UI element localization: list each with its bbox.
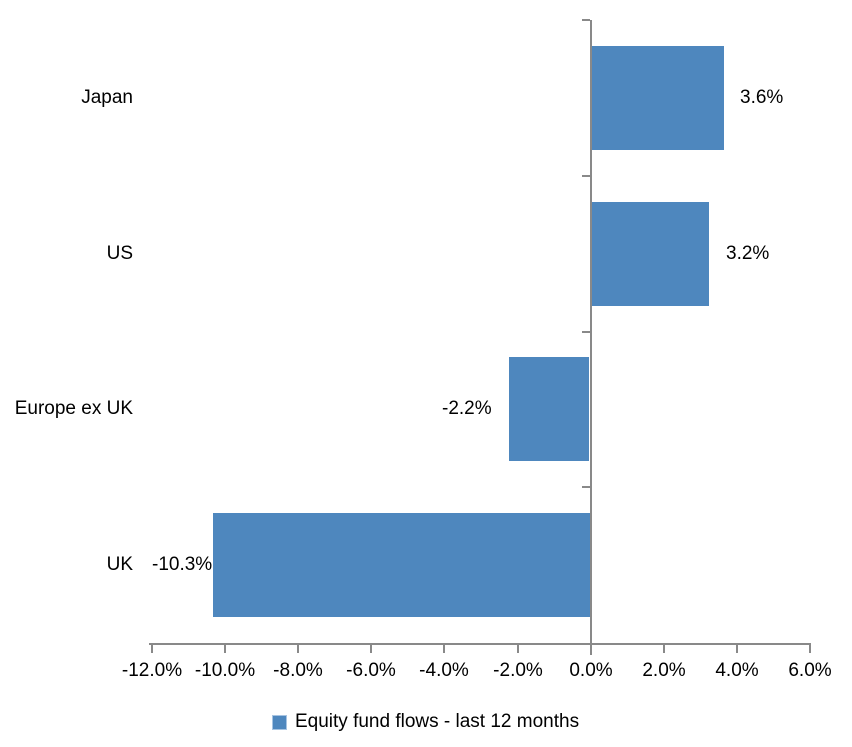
x-tick-label: 6.0% [788,660,832,681]
x-tick-label: -2.0% [493,660,543,681]
bar-value-label: 3.2% [726,243,770,264]
bar-value-label: -10.3% [152,554,213,575]
x-axis-tick [663,645,665,653]
bar-value-label: -2.2% [442,398,492,419]
x-tick-label: -4.0% [419,660,469,681]
category-label: UK [106,554,133,575]
legend-label: Equity fund flows - last 12 months [295,711,580,732]
x-tick-label: 2.0% [642,660,686,681]
x-axis-tick [443,645,445,653]
legend: Equity fund flows - last 12 months [273,711,579,733]
category-label: Japan [81,87,133,108]
x-tick-label: 4.0% [715,660,759,681]
x-tick-label: -12.0% [121,660,183,681]
x-axis-tick [590,645,592,653]
y-axis-tick [582,486,590,488]
x-axis-tick [809,645,811,653]
category-label: Europe ex UK [14,398,133,419]
x-axis-tick [370,645,372,653]
x-axis-tick [297,645,299,653]
x-axis-tick [517,645,519,653]
bar-value-label: 3.6% [740,87,784,108]
x-axis-tick [224,645,226,653]
bar [592,202,709,306]
y-axis-tick [582,19,590,21]
bar [592,46,724,150]
bar [509,357,589,461]
x-tick-label: -8.0% [273,660,323,681]
x-tick-label: 0.0% [569,660,613,681]
x-tick-label: -6.0% [346,660,396,681]
y-axis-tick [582,331,590,333]
x-axis-tick [736,645,738,653]
x-axis-tick [151,645,153,653]
legend-swatch-icon [273,715,286,729]
y-axis-line [590,20,592,655]
x-tick-label: -10.0% [194,660,256,681]
bar [213,513,590,617]
y-axis-tick [582,175,590,177]
category-label: US [106,243,133,264]
x-axis-line [149,643,811,645]
